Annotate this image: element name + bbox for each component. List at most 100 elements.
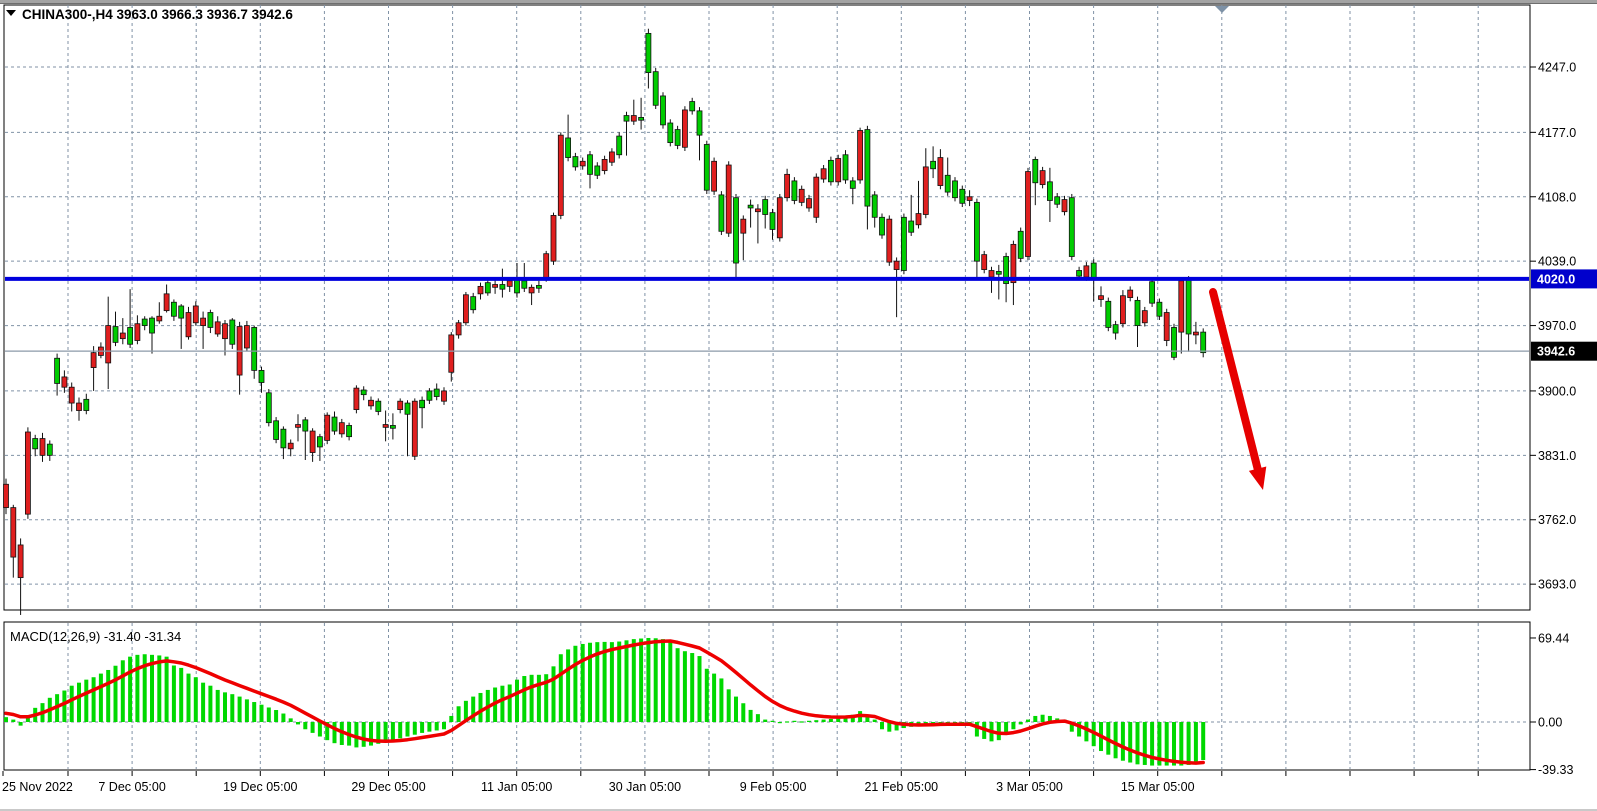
candle-body <box>798 188 805 203</box>
macd-bar <box>383 722 388 742</box>
candle-body <box>696 110 703 136</box>
time-axis-label: 30 Jan 05:00 <box>609 780 681 794</box>
time-axis-label: 9 Feb 05:00 <box>740 780 807 794</box>
candle-body <box>273 420 280 440</box>
sell-arrow-annotation[interactable] <box>1209 288 1267 491</box>
candle-body <box>411 400 418 457</box>
candle-body <box>331 416 338 432</box>
candle-body <box>170 301 177 317</box>
macd-bar <box>573 645 578 722</box>
macd-bar <box>595 642 600 722</box>
macd-bar <box>310 722 315 733</box>
macd-bar <box>215 689 220 722</box>
candle-body <box>1156 301 1163 317</box>
chart-title: CHINA300-,H4 3963.0 3966.3 3936.7 3942.6 <box>22 7 293 22</box>
macd-bar <box>865 717 870 722</box>
arrow-shaft[interactable] <box>1209 288 1262 473</box>
candle-body <box>1141 310 1148 324</box>
candle-body <box>733 197 739 264</box>
candle-body <box>828 159 834 183</box>
candle-body <box>360 389 367 396</box>
macd-bar <box>661 639 665 722</box>
candle-body <box>163 293 170 312</box>
price-axis[interactable]: 4247.0 4177.0 4108.0 4039.0 3970.0 3900.0 3831… <box>1530 61 1576 592</box>
macd-bar <box>726 689 731 722</box>
candle-body <box>134 323 141 341</box>
candle-body <box>959 188 966 204</box>
macd-bar <box>755 714 760 722</box>
macd-bar <box>266 707 271 722</box>
candle-body <box>68 386 75 404</box>
time-axis-label: 25 Nov 2022 <box>2 780 73 794</box>
candle-body <box>426 390 433 401</box>
macd-bar <box>602 641 607 722</box>
candle-body <box>565 137 571 158</box>
macd-bar <box>325 722 330 741</box>
macd-bar <box>252 702 257 722</box>
candle-body <box>755 208 761 213</box>
candle-body <box>119 332 126 340</box>
macd-bar <box>69 685 74 722</box>
candle-body <box>462 294 469 324</box>
macd-bar <box>449 715 454 722</box>
macd-bar <box>478 692 483 722</box>
macd-bar <box>507 684 512 722</box>
candle-body <box>470 296 477 311</box>
macd-bar <box>1026 719 1030 722</box>
macd-bar <box>1120 722 1125 761</box>
candle-body <box>83 398 90 411</box>
macd-bar <box>186 673 191 722</box>
macd-bar <box>522 676 527 722</box>
candle-body <box>397 400 404 410</box>
candle-body <box>952 180 958 199</box>
macd-bar <box>390 722 395 741</box>
macd-bar <box>668 640 673 722</box>
candle-body <box>835 158 842 183</box>
macd-bar <box>164 656 169 722</box>
candle-body <box>419 399 426 409</box>
macd-bar <box>588 642 592 722</box>
macd-bar <box>777 722 782 724</box>
macd-bar <box>128 656 133 722</box>
candle-body <box>711 160 717 192</box>
candle-body <box>258 369 265 383</box>
candle-body <box>1061 199 1068 213</box>
window-top-edge <box>0 0 1597 3</box>
time-axis[interactable]: 25 Nov 2022 7 Dec 05:00 19 Dec 05:00 29 Dec… <box>2 771 1479 794</box>
macd-bar <box>1157 722 1162 766</box>
candle-body <box>849 180 856 189</box>
macd-bar <box>1084 722 1089 742</box>
macd-bar <box>1193 722 1198 765</box>
candle-body <box>718 194 725 232</box>
candle-body <box>674 129 681 146</box>
candle-body <box>484 282 491 294</box>
macd-bar <box>1164 722 1169 766</box>
candle-body <box>141 318 148 326</box>
macd-bar <box>734 696 738 722</box>
candle-body <box>251 327 258 371</box>
candle-body <box>156 315 163 322</box>
symbol-dropdown-icon[interactable] <box>6 10 16 16</box>
macd-bar <box>113 665 118 722</box>
time-axis-label: 29 Dec 05:00 <box>351 780 425 794</box>
candle-body <box>492 284 499 288</box>
macd-bar <box>412 722 417 735</box>
macd-bar <box>317 722 322 737</box>
macd-bar <box>558 654 563 722</box>
candle-body <box>338 422 345 435</box>
candle-body <box>149 317 155 334</box>
chart-shift-marker-icon[interactable] <box>1215 6 1229 13</box>
candle-body <box>448 334 455 373</box>
candle-body <box>820 168 827 180</box>
price-axis-label: 3900.0 <box>1538 384 1576 398</box>
macd-bar <box>566 649 571 722</box>
macd-bar <box>624 640 629 722</box>
arrow-head-icon[interactable] <box>1248 466 1267 491</box>
macd-bar <box>1142 722 1147 765</box>
macd-bar <box>405 722 410 737</box>
macd-bar <box>938 722 943 724</box>
candle-body <box>389 425 396 429</box>
candle-body <box>806 198 812 209</box>
